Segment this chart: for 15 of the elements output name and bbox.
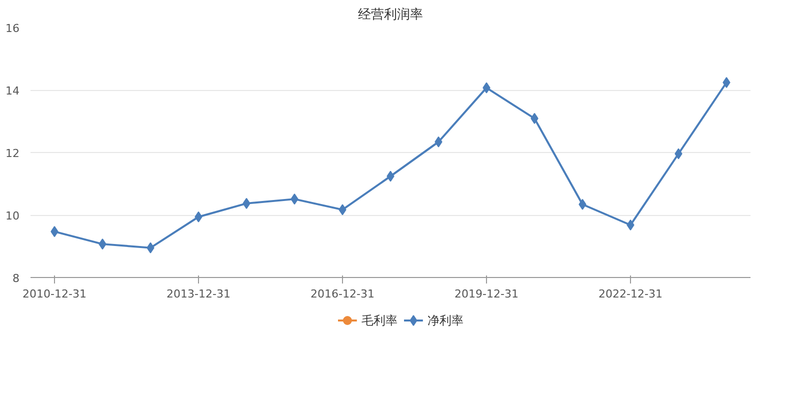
y-tick-label: 14 (6, 84, 20, 98)
y-tick-label: 16 (6, 22, 20, 35)
y-tick-label: 10 (6, 210, 20, 222)
x-tick-label: 2010-12-31 (22, 288, 86, 300)
x-tick-label: 2019-12-31 (454, 288, 518, 300)
legend-label: 净利率 (428, 314, 464, 328)
x-tick-label: 2016-12-31 (310, 288, 374, 300)
point (722, 77, 730, 88)
x-tick-label: 2013-12-31 (166, 288, 230, 300)
point (626, 220, 634, 230)
y-tick-label: 8 (12, 272, 20, 285)
chart-title: 经营利润率 (358, 6, 423, 22)
legend-label: 毛利率 (362, 314, 398, 328)
x-tick-label: 2022-12-31 (598, 288, 662, 300)
y-tick-label: 12 (6, 147, 20, 160)
